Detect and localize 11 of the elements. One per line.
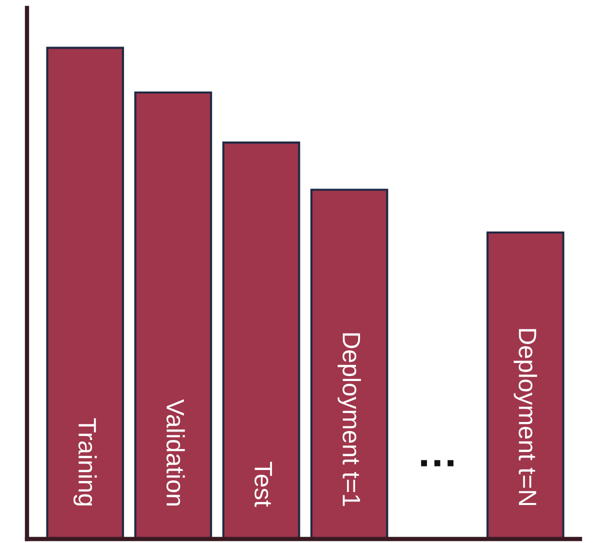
x-tick-label: Deployment t=1 — [338, 333, 361, 506]
x-tick-label: Deployment t=N — [514, 329, 538, 506]
bar — [310, 188, 388, 539]
x-tick-label: Validation — [166, 399, 185, 506]
x-tick-label: Test — [254, 462, 272, 507]
bar — [222, 142, 300, 539]
bar — [486, 231, 564, 539]
x-tick-label: Training — [73, 418, 97, 506]
x-tick-label: … — [421, 460, 454, 466]
bar — [134, 91, 212, 539]
bar — [46, 46, 124, 539]
